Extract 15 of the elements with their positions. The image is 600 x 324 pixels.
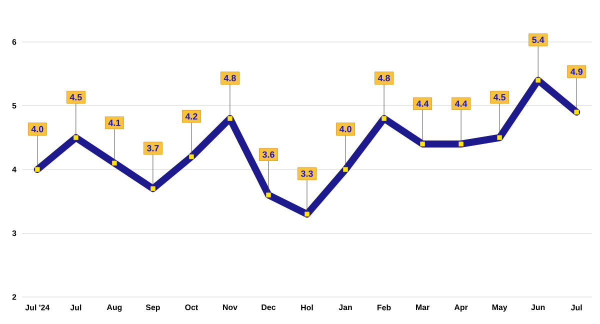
data-label: 4.4 bbox=[454, 100, 468, 107]
data-label: 3.3 bbox=[300, 170, 313, 177]
data-label: 4.5 bbox=[70, 94, 82, 100]
data-label: 4.4 bbox=[416, 100, 429, 107]
data-label: 4.0 bbox=[339, 126, 352, 132]
data-label: 4.5 bbox=[493, 94, 506, 100]
data-label: 4.8 bbox=[378, 74, 390, 82]
data-label: 4.2 bbox=[185, 113, 198, 120]
data-label: 4.1 bbox=[108, 120, 120, 126]
data-label: 4.9 bbox=[570, 68, 582, 75]
data-label: 3.7 bbox=[146, 145, 159, 152]
data-label: 3.6 bbox=[262, 151, 274, 158]
data-label: 5.4 bbox=[532, 36, 544, 44]
data-label: 4.8 bbox=[224, 74, 236, 82]
data-label: 4.0 bbox=[31, 126, 44, 132]
